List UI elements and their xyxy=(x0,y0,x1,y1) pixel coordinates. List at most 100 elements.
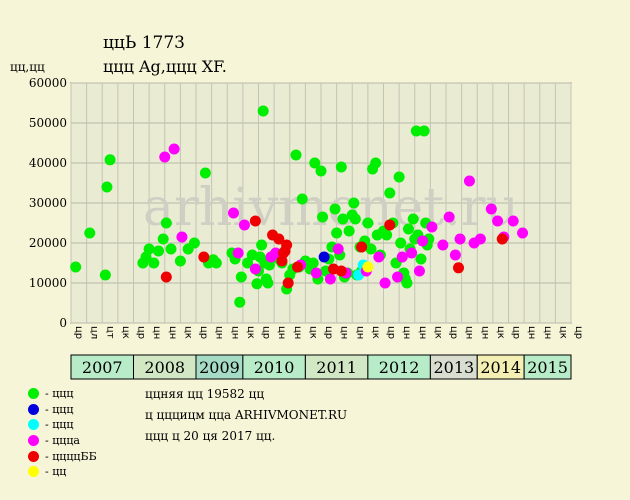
year-label: 2009 xyxy=(199,358,240,377)
data-point xyxy=(292,261,304,273)
year-band xyxy=(476,354,525,380)
data-point xyxy=(437,239,449,251)
y-tick-label: 10000 xyxy=(29,276,67,290)
data-point xyxy=(356,241,368,253)
x-tick-label: цр xyxy=(386,326,397,339)
data-point xyxy=(307,257,319,269)
year-label: 2010 xyxy=(254,358,295,377)
x-tick-label: цл xyxy=(89,326,100,339)
data-point xyxy=(454,233,466,245)
data-point xyxy=(238,219,250,231)
data-point xyxy=(415,253,427,265)
price-scatter-chart: arhivmonet.ru010000200003000040000500006… xyxy=(29,76,584,380)
data-point xyxy=(370,157,382,169)
data-point xyxy=(104,154,116,166)
data-point xyxy=(160,271,172,283)
data-point xyxy=(290,149,302,161)
legend-swatch-icon xyxy=(28,403,39,415)
data-point xyxy=(188,237,200,249)
data-point xyxy=(296,193,308,205)
x-tick-label: цн xyxy=(339,326,350,339)
x-tick-label: цн xyxy=(526,326,537,339)
page-subtitle: ццц Ag,ццц XF. xyxy=(103,57,227,76)
data-point xyxy=(396,251,408,263)
year-label: 2008 xyxy=(144,358,185,377)
data-point xyxy=(453,262,464,274)
data-point xyxy=(492,215,504,227)
data-point xyxy=(318,251,330,263)
year-band xyxy=(133,354,197,380)
data-point xyxy=(210,257,222,269)
legend-item: - ццццББ xyxy=(28,448,97,464)
x-tick-label: цк xyxy=(245,326,256,339)
legend-swatch-icon xyxy=(28,450,39,462)
data-point xyxy=(143,243,155,255)
data-point xyxy=(449,249,461,261)
data-point xyxy=(251,278,263,290)
data-point xyxy=(343,225,355,237)
data-point xyxy=(406,247,418,259)
data-point xyxy=(381,229,393,241)
x-tick-label: цк xyxy=(557,326,568,339)
x-tick-label: цр xyxy=(136,326,147,339)
data-point xyxy=(270,247,282,259)
x-tick-label: цр xyxy=(448,326,459,339)
data-point xyxy=(365,243,377,255)
data-point xyxy=(474,233,486,245)
y-tick-label: 0 xyxy=(59,316,67,330)
legend-label: - ццц xyxy=(45,418,74,432)
legend-label: - ццц xyxy=(45,387,74,401)
year-band xyxy=(523,354,572,380)
data-point xyxy=(507,215,519,227)
legend-swatch-icon xyxy=(28,435,39,447)
data-point xyxy=(349,213,361,225)
data-point xyxy=(463,175,475,187)
data-point xyxy=(242,257,254,269)
legend-label: - ццца xyxy=(45,434,80,448)
data-point xyxy=(410,125,422,137)
data-point xyxy=(373,251,385,263)
data-point xyxy=(362,261,374,273)
x-tick-label: цр xyxy=(573,326,584,339)
data-point xyxy=(417,235,429,247)
data-point xyxy=(174,255,186,267)
legend: - ццц - ццц - ццц - ццца - ццццББ - цц xyxy=(28,386,97,480)
data-point xyxy=(317,211,329,223)
data-point xyxy=(403,223,414,235)
legend-item: - ццц xyxy=(28,417,97,433)
legend-item: - ццца xyxy=(28,433,97,449)
x-tick-label: цн xyxy=(401,326,412,339)
legend-swatch-icon xyxy=(28,388,39,400)
note-source: ц цццицм цца ARHIVMONET.RU xyxy=(145,408,348,422)
legend-label: - ццццББ xyxy=(45,449,97,463)
x-tick-label: цн xyxy=(417,326,428,339)
data-point xyxy=(335,161,347,173)
data-point xyxy=(249,263,261,275)
data-point xyxy=(159,151,171,163)
data-point xyxy=(337,213,349,225)
year-band xyxy=(242,354,306,380)
data-point xyxy=(273,233,285,245)
data-point xyxy=(384,187,396,199)
x-tick-label: цн xyxy=(214,326,225,339)
data-point xyxy=(362,217,374,229)
data-point xyxy=(407,213,419,225)
x-tick-label: цк xyxy=(495,326,506,339)
x-tick-label: цн xyxy=(464,326,475,339)
data-point xyxy=(257,105,269,117)
data-point xyxy=(496,233,508,245)
data-point xyxy=(329,203,341,215)
data-point xyxy=(443,211,455,223)
data-point xyxy=(101,181,113,193)
data-point xyxy=(232,247,244,259)
page-title: ццЬ 1773 xyxy=(103,33,185,53)
x-tick-label: цн xyxy=(167,326,178,339)
legend-label: - ццц xyxy=(45,402,74,416)
data-point xyxy=(228,207,239,219)
year-band xyxy=(195,354,244,380)
x-tick-label: цк xyxy=(307,326,318,339)
data-point xyxy=(348,197,360,209)
data-point xyxy=(335,265,347,277)
data-point xyxy=(332,243,344,255)
year-label: 2015 xyxy=(527,358,568,377)
